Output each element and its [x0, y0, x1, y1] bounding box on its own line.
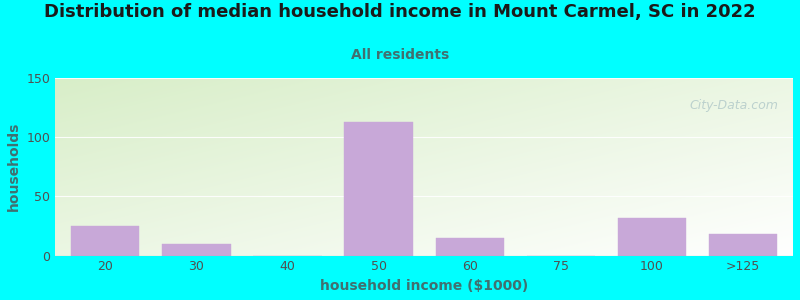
Bar — [345, 122, 413, 256]
Text: Distribution of median household income in Mount Carmel, SC in 2022: Distribution of median household income … — [44, 3, 756, 21]
Text: City-Data.com: City-Data.com — [690, 99, 778, 112]
Bar — [71, 226, 139, 256]
X-axis label: household income ($1000): household income ($1000) — [320, 279, 528, 293]
Y-axis label: households: households — [7, 122, 21, 212]
Text: All residents: All residents — [351, 48, 449, 62]
Bar — [435, 238, 504, 256]
Bar — [162, 244, 230, 256]
Bar — [709, 234, 777, 256]
Bar — [618, 218, 686, 256]
